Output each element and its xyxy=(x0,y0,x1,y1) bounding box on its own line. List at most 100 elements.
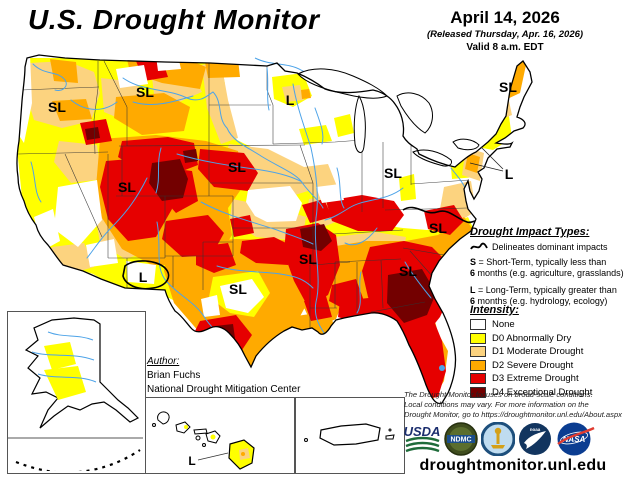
legend-item-d4: D4 Exceptional Drought xyxy=(470,386,624,398)
kauai-island xyxy=(157,411,170,425)
impact-legend: Drought Impact Types: Delineates dominan… xyxy=(470,226,624,307)
swatch-none xyxy=(470,319,486,330)
author-block: Author: Brian Fuchs National Drought Mit… xyxy=(147,355,300,396)
short-term-line1: S = Short-Term, typically less than xyxy=(470,257,607,267)
impact-delineation-newmexico xyxy=(122,260,170,290)
impact-legend-title: Drought Impact Types: xyxy=(470,226,590,238)
rivers xyxy=(30,63,467,364)
impact-delineation-southeast xyxy=(402,206,476,224)
nasa-logo-text: NASA xyxy=(563,435,586,444)
ndmc-logo-text: NDMC xyxy=(451,436,472,443)
usda-logo: USDA xyxy=(404,423,441,460)
legend-item-d0: D0 Abnormally Dry xyxy=(470,332,624,344)
conus-drought-map: SL SL L SL SL SL SL L SL SL SL L SL xyxy=(16,54,533,405)
noaa-logo-text: noaa xyxy=(530,427,541,432)
label-montana: SL xyxy=(136,84,154,100)
big-island-d2-spot xyxy=(241,452,245,456)
author-org: National Drought Mitigation Center xyxy=(147,383,301,395)
legend-item-d3: D3 Extreme Drought xyxy=(470,373,624,384)
puerto-rico-map xyxy=(304,423,395,446)
molokai-island xyxy=(193,428,208,435)
ndmc-logo: NDMC xyxy=(444,421,478,461)
alaska-map xyxy=(8,317,143,474)
lake-ontario xyxy=(452,138,480,151)
label-arkansas: SL xyxy=(299,251,317,267)
alaska-inset xyxy=(7,311,146,474)
agency-logos: USDA NDMC xyxy=(404,421,622,462)
map-date: April 14, 2026 xyxy=(450,8,560,27)
label-new-jersey: L xyxy=(505,166,514,182)
legend-item-none: None xyxy=(470,319,624,330)
lake-okeechobee xyxy=(439,365,445,371)
oahu-d0-spot xyxy=(184,425,188,429)
long-term-line1: L = Long-Term, typically greater than xyxy=(470,284,617,295)
hawaii-map: L xyxy=(152,411,255,470)
d4-regions xyxy=(85,127,436,340)
ndmc-wave-band xyxy=(447,434,475,443)
culebra-island xyxy=(388,428,392,432)
kahoolawe-island xyxy=(202,443,206,447)
hawaii-label-leader xyxy=(197,452,229,461)
department-seal-logo xyxy=(480,421,516,461)
release-date: (Released Thursday, Apr. 16, 2026) xyxy=(426,29,584,40)
swatch-d1 xyxy=(470,346,486,357)
legend-item-d2: D2 Severe Drought xyxy=(470,359,624,371)
author-heading: Author: xyxy=(147,356,180,367)
intensity-legend: Intensity: None D0 Abnormally Dry D1 Mod… xyxy=(470,304,624,400)
intensity-legend-title: Intensity: xyxy=(470,304,519,316)
puerto-rico-island xyxy=(319,423,381,446)
mona-island xyxy=(304,438,308,442)
short-term-line2: 6 months (e.g. agriculture, grasslands) xyxy=(470,268,624,279)
noaa-gull xyxy=(524,430,546,449)
vieques-island xyxy=(385,434,395,440)
lanai-island xyxy=(195,435,201,441)
swatch-d0 xyxy=(470,332,486,344)
oahu-island xyxy=(175,421,191,434)
label-texas: SL xyxy=(229,281,247,297)
nasa-circle xyxy=(557,422,591,455)
label-minnesota: L xyxy=(286,92,295,108)
swatch-d4 xyxy=(470,386,486,398)
nasa-swoosh xyxy=(557,426,595,445)
label-hawaii: L xyxy=(188,454,195,468)
seal-emblem-top xyxy=(494,427,502,434)
impact-labels: SL SL L SL SL SL SL L SL SL SL L SL xyxy=(48,79,517,297)
valid-time: Valid 8 a.m. EDT xyxy=(466,42,544,53)
none-regions xyxy=(16,55,344,317)
seal-emblem-column xyxy=(496,430,500,444)
lake-huron xyxy=(396,92,433,134)
usda-field-stripes xyxy=(405,436,440,452)
alaska-rivers xyxy=(31,331,97,383)
long-term-line2: 6 months (e.g. hydrology, ecology) xyxy=(470,295,608,306)
nasa-logo: NASA xyxy=(555,421,595,462)
hawaii-islands xyxy=(152,411,221,447)
niihau-island xyxy=(152,423,156,427)
maui-d0-spot xyxy=(210,434,216,440)
label-maine: SL xyxy=(499,79,517,95)
swatch-d2 xyxy=(470,359,486,371)
swatch-d3 xyxy=(470,373,486,384)
alaska-d0-regions xyxy=(44,342,86,400)
drought-intensity-layer xyxy=(16,55,526,401)
disclaimer: The Drought Monitor focuses on broad-sca… xyxy=(404,390,624,420)
disclaimer-line3: Drought Monitor, go to https://droughtmo… xyxy=(404,409,622,419)
label-utah-wyoming: SL xyxy=(118,179,136,195)
date-block: April 14, 2026 (Released Thursday, Apr. … xyxy=(390,8,620,53)
label-virginia-carolina: SL xyxy=(429,220,447,236)
puerto-rico-inset xyxy=(295,397,405,474)
hawaii-inset: L xyxy=(145,397,295,474)
label-georgia: SL xyxy=(399,263,417,279)
label-new-mexico: L xyxy=(139,269,148,285)
alaska-landmass xyxy=(24,317,140,429)
delineates-label: Delineates dominant impacts xyxy=(492,241,608,252)
usda-logo-text: USDA xyxy=(404,424,440,439)
seal-emblem-base xyxy=(491,444,505,448)
label-nebraska: SL xyxy=(228,159,246,175)
page-title: U.S. Drought Monitor xyxy=(28,4,320,35)
site-url: droughtmonitor.unl.edu xyxy=(419,457,607,474)
aleutian-islands xyxy=(15,449,141,474)
label-oregon: SL xyxy=(48,99,66,115)
label-ohio: SL xyxy=(384,165,402,181)
lake-michigan xyxy=(353,94,366,153)
